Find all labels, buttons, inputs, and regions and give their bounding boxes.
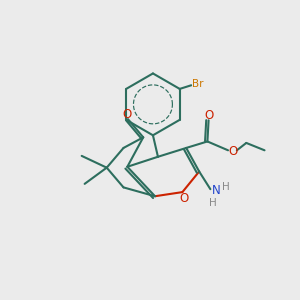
- Text: N: N: [212, 184, 220, 196]
- Text: O: O: [204, 109, 213, 122]
- Text: O: O: [122, 108, 131, 121]
- Text: Br: Br: [192, 79, 204, 89]
- Text: H: H: [222, 182, 230, 192]
- Text: O: O: [228, 145, 238, 158]
- Text: O: O: [179, 192, 188, 205]
- Text: H: H: [209, 198, 217, 208]
